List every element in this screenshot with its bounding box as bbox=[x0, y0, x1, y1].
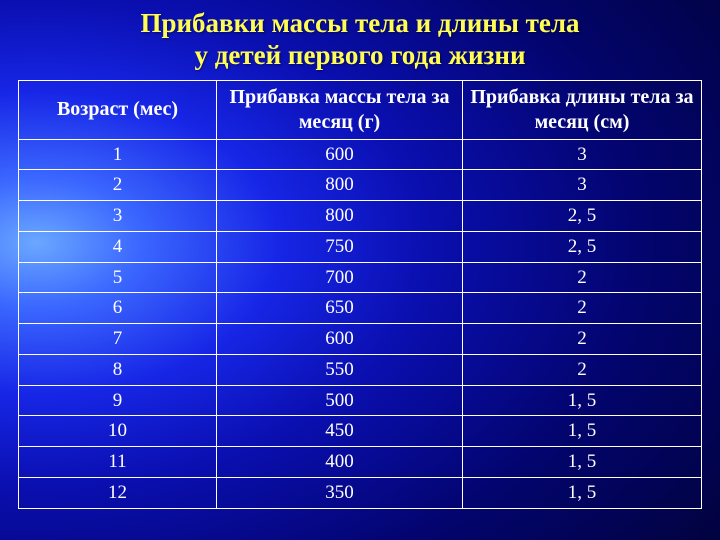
cell-mass: 350 bbox=[217, 477, 463, 508]
header-length: Прибавка длины тела за месяц (см) bbox=[462, 80, 701, 139]
cell-age: 6 bbox=[19, 293, 217, 324]
cell-mass: 600 bbox=[217, 139, 463, 170]
cell-age: 7 bbox=[19, 324, 217, 355]
table-row: 95001, 5 bbox=[19, 385, 702, 416]
cell-age: 11 bbox=[19, 447, 217, 478]
cell-length: 3 bbox=[462, 139, 701, 170]
cell-length: 1, 5 bbox=[462, 477, 701, 508]
growth-table: Возраст (мес) Прибавка массы тела за мес… bbox=[18, 80, 702, 509]
slide: Прибавки массы тела и длины тела у детей… bbox=[0, 0, 720, 540]
table-row: 47502, 5 bbox=[19, 231, 702, 262]
cell-age: 8 bbox=[19, 354, 217, 385]
cell-age: 12 bbox=[19, 477, 217, 508]
cell-mass: 800 bbox=[217, 201, 463, 232]
cell-age: 10 bbox=[19, 416, 217, 447]
cell-length: 2 bbox=[462, 354, 701, 385]
cell-mass: 450 bbox=[217, 416, 463, 447]
table-row: 57002 bbox=[19, 262, 702, 293]
table-row: 76002 bbox=[19, 324, 702, 355]
cell-age: 9 bbox=[19, 385, 217, 416]
table-row: 66502 bbox=[19, 293, 702, 324]
cell-length: 2, 5 bbox=[462, 201, 701, 232]
table-row: 38002, 5 bbox=[19, 201, 702, 232]
table-row: 123501, 5 bbox=[19, 477, 702, 508]
title-line-2: у детей первого года жизни bbox=[194, 40, 525, 70]
cell-age: 1 bbox=[19, 139, 217, 170]
cell-mass: 750 bbox=[217, 231, 463, 262]
header-age: Возраст (мес) bbox=[19, 80, 217, 139]
cell-mass: 400 bbox=[217, 447, 463, 478]
cell-length: 1, 5 bbox=[462, 447, 701, 478]
table-body: 160032800338002, 547502, 557002665027600… bbox=[19, 139, 702, 508]
cell-mass: 700 bbox=[217, 262, 463, 293]
table-row: 85502 bbox=[19, 354, 702, 385]
cell-length: 2, 5 bbox=[462, 231, 701, 262]
cell-age: 4 bbox=[19, 231, 217, 262]
cell-mass: 800 bbox=[217, 170, 463, 201]
cell-length: 2 bbox=[462, 324, 701, 355]
cell-length: 1, 5 bbox=[462, 385, 701, 416]
table-header-row: Возраст (мес) Прибавка массы тела за мес… bbox=[19, 80, 702, 139]
cell-age: 2 bbox=[19, 170, 217, 201]
cell-mass: 550 bbox=[217, 354, 463, 385]
cell-length: 1, 5 bbox=[462, 416, 701, 447]
slide-title: Прибавки массы тела и длины тела у детей… bbox=[18, 8, 702, 72]
title-line-1: Прибавки массы тела и длины тела bbox=[140, 8, 579, 38]
cell-age: 5 bbox=[19, 262, 217, 293]
header-mass: Прибавка массы тела за месяц (г) bbox=[217, 80, 463, 139]
cell-age: 3 bbox=[19, 201, 217, 232]
table-row: 104501, 5 bbox=[19, 416, 702, 447]
table-row: 114001, 5 bbox=[19, 447, 702, 478]
cell-length: 2 bbox=[462, 293, 701, 324]
cell-length: 3 bbox=[462, 170, 701, 201]
cell-mass: 600 bbox=[217, 324, 463, 355]
table-row: 16003 bbox=[19, 139, 702, 170]
cell-mass: 500 bbox=[217, 385, 463, 416]
table-row: 28003 bbox=[19, 170, 702, 201]
cell-mass: 650 bbox=[217, 293, 463, 324]
cell-length: 2 bbox=[462, 262, 701, 293]
